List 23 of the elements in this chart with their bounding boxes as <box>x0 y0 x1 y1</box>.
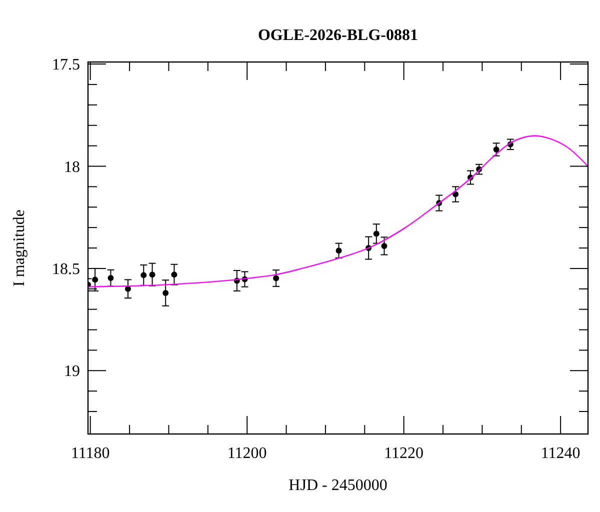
point <box>171 272 178 278</box>
x-tick-label: 11220 <box>384 445 424 462</box>
point <box>373 230 380 237</box>
point <box>273 275 280 282</box>
x-tick-label: 11240 <box>540 445 580 462</box>
point <box>493 146 500 152</box>
x-tick-label: 11180 <box>70 445 110 462</box>
point <box>381 242 388 249</box>
line-series <box>88 135 588 288</box>
point <box>140 272 147 278</box>
x-tick-label: 11200 <box>227 445 267 462</box>
y-tick-label: 19 <box>64 363 80 380</box>
point <box>108 275 114 282</box>
chart-title: OGLE-2026-BLG-0881 <box>258 27 418 44</box>
y-tick-label: 18 <box>64 158 80 176</box>
point <box>336 248 342 254</box>
point <box>162 290 169 296</box>
point <box>149 272 156 278</box>
y-axis-title: I magnitude <box>11 210 28 286</box>
point <box>92 276 98 283</box>
y-tick-label: 17.5 <box>52 56 80 74</box>
y-tick-label: 18.5 <box>52 261 80 278</box>
x-axis-title: HJD - 2450000 <box>288 477 388 494</box>
